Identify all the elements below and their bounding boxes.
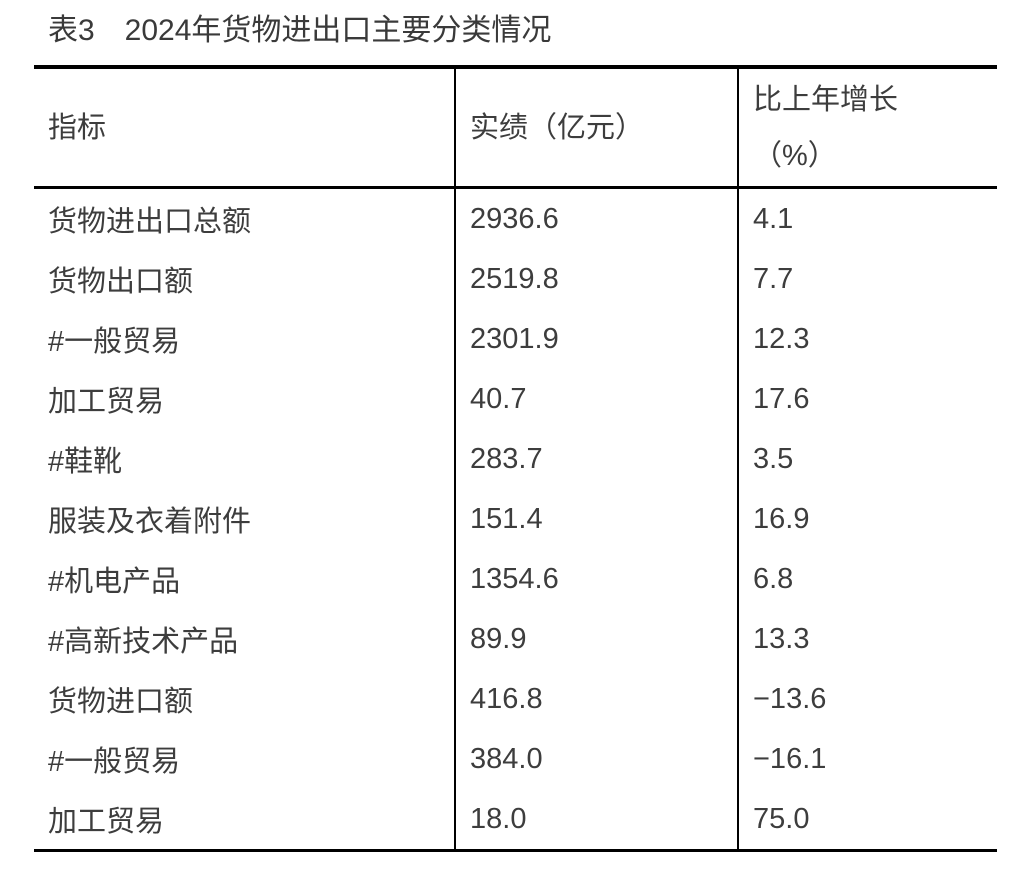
cell-growth: −13.6 <box>737 669 997 729</box>
cell-growth: 12.3 <box>737 309 997 369</box>
column-header-growth-line2: （%） <box>753 139 837 172</box>
cell-indicator: 货物进出口总额 <box>48 206 252 238</box>
cell-growth: 17.6 <box>737 369 997 429</box>
cell-indicator: 加工贸易 <box>48 386 165 418</box>
cell-value: 2301.9 <box>454 309 737 369</box>
table-row: 货物出口额 2519.8 7.7 <box>34 249 997 309</box>
cell-value: 283.7 <box>454 429 737 489</box>
column-header-indicator-label: 指标 <box>48 111 107 144</box>
cell-indicator: #机电产品 <box>48 566 181 598</box>
cell-growth: 6.8 <box>737 549 997 609</box>
table-row: #一般贸易 2301.9 12.3 <box>34 309 997 369</box>
cell-value: 151.4 <box>454 489 737 549</box>
cell-value: 40.7 <box>454 369 737 429</box>
table-row: 加工贸易 40.7 17.6 <box>34 369 997 429</box>
cell-indicator: 服装及衣着附件 <box>48 506 252 538</box>
cell-value: 384.0 <box>454 729 737 789</box>
column-header-value: 实绩（亿元） <box>454 69 737 186</box>
cell-value: 89.9 <box>454 609 737 669</box>
cell-growth: 4.1 <box>737 189 997 249</box>
column-header-growth: 比上年增长 （%） <box>737 69 997 186</box>
cell-growth: 13.3 <box>737 609 997 669</box>
table-row: #一般贸易 384.0 −16.1 <box>34 729 997 789</box>
import-export-table: 指标 实绩（亿元） 比上年增长 （%） 货物进出口总额 2936.6 4.1 货… <box>34 65 997 852</box>
cell-value: 416.8 <box>454 669 737 729</box>
cell-growth: −16.1 <box>737 729 997 789</box>
cell-indicator: #一般贸易 <box>48 746 181 778</box>
table-row: #机电产品 1354.6 6.8 <box>34 549 997 609</box>
cell-indicator: #高新技术产品 <box>48 626 239 658</box>
cell-indicator: #一般贸易 <box>48 326 181 358</box>
table-title: 表3 2024年货物进出口主要分类情况 <box>48 14 552 47</box>
cell-growth: 16.9 <box>737 489 997 549</box>
table-row: #高新技术产品 89.9 13.3 <box>34 609 997 669</box>
cell-growth: 7.7 <box>737 249 997 309</box>
cell-growth: 3.5 <box>737 429 997 489</box>
cell-value: 1354.6 <box>454 549 737 609</box>
cell-indicator: #鞋靴 <box>48 446 123 478</box>
table-row: 货物进出口总额 2936.6 4.1 <box>34 189 997 249</box>
cell-value: 18.0 <box>454 789 737 849</box>
cell-indicator: 货物出口额 <box>48 266 194 298</box>
column-header-indicator: 指标 <box>34 69 454 186</box>
table-row: #鞋靴 283.7 3.5 <box>34 429 997 489</box>
cell-indicator: 加工贸易 <box>48 806 165 838</box>
table-row: 货物进口额 416.8 −13.6 <box>34 669 997 729</box>
table-row: 服装及衣着附件 151.4 16.9 <box>34 489 997 549</box>
cell-value: 2519.8 <box>454 249 737 309</box>
cell-growth: 75.0 <box>737 789 997 849</box>
table-row: 加工贸易 18.0 75.0 <box>34 789 997 849</box>
cell-indicator: 货物进口额 <box>48 686 194 718</box>
table-header-row: 指标 实绩（亿元） 比上年增长 （%） <box>34 69 997 189</box>
column-header-growth-line1: 比上年增长 <box>753 83 899 116</box>
cell-value: 2936.6 <box>454 189 737 249</box>
column-header-value-label: 实绩（亿元） <box>470 111 645 144</box>
